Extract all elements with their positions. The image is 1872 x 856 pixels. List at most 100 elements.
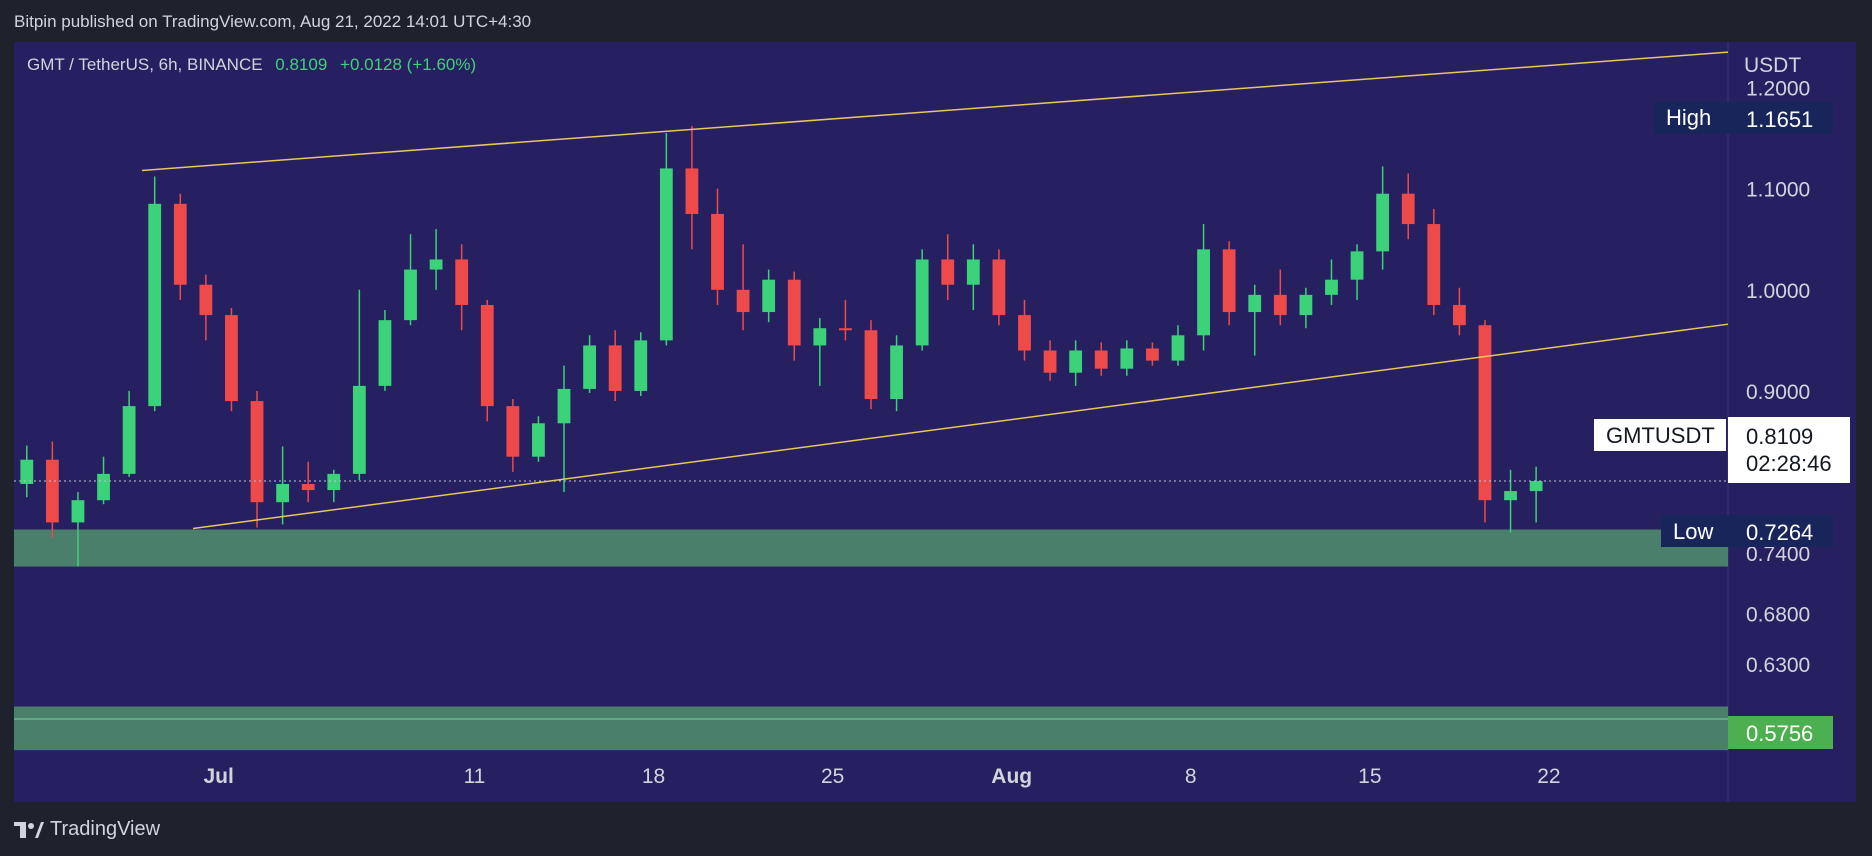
price-axis-ticks: 1.2000 1.1000 1.0000 0.9000 0.7400 0.6800 0.63… — [1746, 78, 1810, 678]
time-tick-label-6: 8 — [1185, 765, 1197, 788]
price-tick-label-4: 0.9000 — [1746, 381, 1810, 404]
candle-body-58 — [1478, 325, 1492, 501]
candle-body-5 — [122, 406, 136, 474]
candle-body-11 — [276, 483, 290, 503]
time-tick-label-1: Jul — [203, 765, 233, 788]
candle-body-47 — [1197, 249, 1210, 336]
footer-brand: TradingView — [14, 818, 160, 841]
candle-body-60 — [1529, 481, 1543, 492]
candle-body-52 — [1325, 279, 1338, 295]
symbol-tag-text: GMTUSDT — [1606, 423, 1715, 448]
price-tick-label-5: 0.7400 — [1746, 543, 1810, 566]
last-price-text: 0.8109 — [1746, 424, 1813, 449]
candle-body-51 — [1299, 294, 1313, 316]
zones-layer — [14, 529, 1728, 750]
candle-body-14 — [352, 385, 366, 474]
candle-body-19 — [480, 304, 494, 407]
candle-body-3 — [71, 500, 85, 523]
candle-body-49 — [1248, 294, 1262, 313]
candle-body-48 — [1222, 249, 1236, 313]
candle-body-31 — [787, 279, 801, 346]
candle-body-7 — [173, 203, 187, 285]
low-label-text: Low — [1673, 519, 1713, 544]
candle-body-20 — [506, 406, 520, 457]
symbol-price: 0.8109 — [275, 55, 327, 74]
candle-body-24 — [608, 345, 622, 391]
support-value-box — [1728, 716, 1833, 749]
candle-body-42 — [1069, 350, 1083, 373]
time-tick-label-5: Aug — [991, 765, 1032, 788]
high-label: High 1.1651 — [1654, 102, 1833, 134]
demand-zone-1 — [14, 529, 1728, 567]
candle-body-38 — [966, 259, 980, 285]
low-value-text: 0.7264 — [1746, 520, 1813, 545]
candle-body-1 — [20, 459, 34, 484]
price-tick-label-7: 0.6300 — [1746, 654, 1810, 677]
candle-body-59 — [1504, 491, 1517, 501]
candle-body-6 — [148, 203, 162, 407]
channel-layer — [141, 51, 1729, 530]
time-tick-label-7: 15 — [1358, 765, 1381, 788]
low-label: Low 0.7264 — [1661, 515, 1833, 547]
channel-lower-line — [192, 323, 1729, 530]
last-price-label: GMTUSDT 0.8109 02:28:46 — [1594, 417, 1850, 483]
candles-layer — [20, 125, 1543, 567]
support-label: 0.5756 — [1728, 716, 1833, 749]
candle-body-50 — [1273, 294, 1287, 316]
last-price-box — [1728, 417, 1850, 483]
high-value-box — [1730, 102, 1833, 134]
price-tick-label-6: 0.6800 — [1746, 603, 1810, 626]
candle-body-23 — [583, 345, 596, 389]
candle-body-30 — [762, 279, 776, 313]
low-label-box — [1661, 515, 1730, 547]
footer-brand-text: TradingView — [50, 818, 161, 840]
time-tick-label-3: 18 — [642, 765, 665, 788]
candle-body-17 — [429, 259, 443, 270]
high-value-text: 1.1651 — [1746, 107, 1813, 132]
candle-body-18 — [455, 259, 469, 305]
candle-body-39 — [992, 259, 1006, 316]
candle-body-25 — [634, 340, 648, 391]
candle-body-22 — [557, 388, 571, 424]
candle-body-44 — [1120, 348, 1134, 369]
candle-body-21 — [532, 423, 545, 457]
publisher-caption: Bitpin published on TradingView.com, Aug… — [14, 12, 532, 31]
high-label-text: High — [1666, 105, 1711, 130]
candle-body-57 — [1452, 304, 1466, 326]
symbol-change: +0.0128 (+1.60%) — [340, 55, 476, 74]
price-tick-label-2: 1.1000 — [1746, 179, 1810, 202]
demand-zone-2 — [14, 706, 1728, 750]
high-label-box — [1654, 102, 1730, 134]
chart-background — [14, 42, 1856, 802]
candle-body-28 — [711, 213, 724, 290]
candle-body-8 — [199, 284, 213, 316]
symbol-tag-box — [1594, 419, 1726, 451]
candle-body-29 — [736, 289, 750, 313]
tradingview-logo-icon — [14, 821, 44, 838]
candle-body-26 — [659, 168, 673, 341]
candle-body-27 — [685, 168, 699, 214]
candle-body-37 — [941, 259, 955, 285]
candle-body-36 — [915, 259, 929, 346]
candle-body-45 — [1146, 348, 1159, 361]
candle-body-55 — [1401, 193, 1415, 225]
candle-body-35 — [890, 345, 903, 400]
candle-body-40 — [1018, 315, 1031, 351]
time-tick-label-4: 25 — [821, 765, 844, 788]
candle-body-41 — [1043, 350, 1057, 373]
candle-body-16 — [404, 269, 417, 321]
candle-body-10 — [250, 401, 264, 503]
price-tick-label-1: 1.2000 — [1746, 78, 1810, 101]
time-tick-label-8: 22 — [1537, 765, 1560, 788]
candle-body-4 — [97, 473, 110, 501]
candle-body-33 — [839, 328, 852, 331]
price-axis-unit: USDT — [1744, 54, 1801, 77]
candle-body-56 — [1427, 224, 1441, 305]
channel-upper-line — [141, 51, 1729, 172]
candle-body-13 — [327, 473, 341, 491]
low-value-box — [1730, 515, 1833, 547]
candle-body-53 — [1350, 251, 1364, 280]
candle-body-32 — [813, 328, 827, 346]
candle-body-46 — [1171, 335, 1185, 361]
